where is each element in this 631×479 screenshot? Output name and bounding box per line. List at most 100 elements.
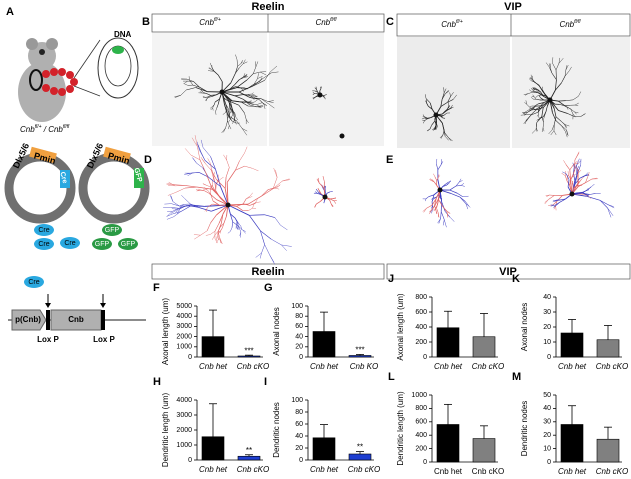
y-tick-label: 1000: [176, 442, 192, 449]
neurite: [575, 165, 579, 172]
y-tick-label: 40: [295, 333, 303, 340]
neurite: [238, 104, 245, 114]
y-tick-label: 1000: [411, 392, 427, 399]
neurite: [568, 174, 571, 180]
neurite: [445, 90, 449, 95]
bar: [312, 437, 336, 461]
y-tick-label: 100: [291, 303, 303, 310]
neurite: [264, 214, 275, 218]
neurite: [453, 94, 457, 100]
neurite: [446, 211, 449, 217]
panel-letter: H: [153, 376, 161, 388]
x-tick-label: Cnb cKO: [237, 362, 269, 371]
neurite: [548, 63, 551, 68]
neurite: [555, 120, 562, 127]
neurite: [434, 119, 437, 124]
neurite: [237, 222, 242, 227]
y-tick-label: 600: [415, 309, 427, 316]
neurite: [196, 186, 213, 190]
neurite: [242, 89, 244, 92]
neurite: [212, 203, 220, 206]
neurite: [314, 87, 317, 90]
neurite: [428, 194, 435, 198]
allele: fl/+: [456, 19, 463, 25]
neurite: [178, 204, 191, 209]
neurite: [434, 205, 437, 211]
neurite: [423, 120, 425, 124]
neurite: [459, 196, 466, 202]
neurite: [447, 96, 451, 103]
neurite: [579, 174, 586, 179]
neurite: [587, 172, 590, 177]
neurite: [561, 125, 566, 132]
neurite: [319, 88, 322, 92]
neurite: [271, 239, 282, 246]
neurite: [572, 185, 577, 190]
neurite: [440, 159, 442, 165]
neurite: [204, 160, 216, 170]
neurite: [199, 159, 207, 174]
y-tick-label: 80: [295, 409, 303, 416]
neurite: [177, 208, 181, 214]
neurite: [318, 182, 325, 189]
neurite: [180, 89, 187, 96]
neurite: [185, 186, 197, 189]
neurite: [220, 227, 223, 232]
neurite: [254, 95, 258, 97]
neurite: [582, 192, 587, 195]
neurite: [243, 76, 249, 78]
neurite: [449, 189, 458, 194]
neurite: [211, 66, 215, 72]
neurite: [538, 95, 542, 99]
neurite: [428, 105, 433, 110]
neurite: [203, 188, 208, 191]
neurite: [167, 183, 176, 185]
mouse-ear: [26, 38, 38, 50]
neurite: [240, 226, 242, 230]
neurite: [552, 63, 557, 71]
neurite: [424, 94, 427, 99]
neurite: [257, 76, 263, 79]
neurite: [433, 173, 436, 177]
neurite: [531, 96, 535, 98]
neurite: [190, 154, 201, 161]
neurite: [607, 207, 614, 216]
neurite: [438, 174, 440, 178]
neurite: [543, 111, 547, 117]
neurite: [465, 201, 470, 207]
neurite: [253, 66, 257, 74]
neurite: [228, 115, 233, 122]
neurite: [242, 128, 248, 132]
neurite: [528, 91, 534, 94]
neurite: [329, 198, 334, 202]
neurite: [235, 160, 240, 171]
y-tick-label: 800: [415, 405, 427, 412]
neurite: [588, 195, 592, 199]
significance: **: [357, 443, 363, 452]
neurite: [212, 200, 220, 206]
neurite: [569, 169, 572, 181]
bar: [201, 436, 225, 461]
column-label: Cnbfl/+: [441, 19, 463, 29]
neurite: [225, 108, 228, 113]
neurite: [171, 203, 180, 207]
neurite: [227, 231, 231, 234]
neurite: [208, 203, 213, 207]
neurite: [184, 172, 191, 175]
neurite: [243, 61, 248, 64]
neurite: [555, 116, 562, 122]
neurite: [434, 198, 437, 206]
neurite: [553, 130, 557, 136]
neurite: [440, 161, 444, 165]
neurite: [450, 106, 454, 109]
y-tick-label: 0: [547, 354, 551, 361]
neurite: [446, 107, 452, 111]
neurite: [216, 231, 221, 233]
neurite: [555, 201, 558, 206]
neurite: [433, 181, 437, 186]
x-tick-label: Cnb het: [199, 362, 228, 371]
neurite: [206, 222, 211, 231]
neurite: [271, 71, 279, 74]
neurite: [252, 80, 265, 87]
